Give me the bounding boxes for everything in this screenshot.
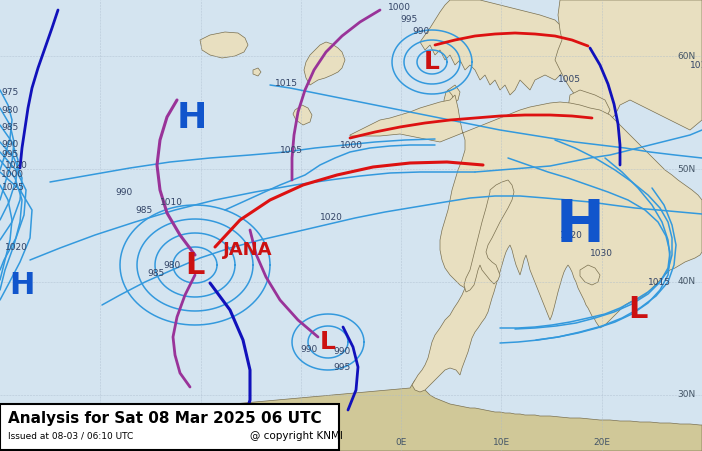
Text: Analysis for Sat 08 Mar 2025 06 UTC: Analysis for Sat 08 Mar 2025 06 UTC bbox=[8, 410, 322, 425]
Text: @ copyright KNMI: @ copyright KNMI bbox=[250, 431, 343, 441]
Text: 1020: 1020 bbox=[5, 243, 28, 252]
Text: H: H bbox=[177, 101, 207, 135]
Text: 1016: 1016 bbox=[690, 61, 702, 70]
Text: 980: 980 bbox=[1, 106, 18, 115]
Text: 990: 990 bbox=[1, 140, 18, 149]
Text: 975: 975 bbox=[1, 88, 18, 97]
Polygon shape bbox=[444, 90, 458, 122]
Polygon shape bbox=[0, 380, 702, 451]
Text: 990: 990 bbox=[300, 345, 317, 354]
FancyBboxPatch shape bbox=[0, 404, 339, 450]
Polygon shape bbox=[555, 0, 702, 130]
Text: L: L bbox=[424, 50, 440, 74]
Text: 995: 995 bbox=[400, 15, 417, 24]
Polygon shape bbox=[464, 180, 514, 292]
Text: 1020: 1020 bbox=[5, 161, 28, 170]
Text: 1025: 1025 bbox=[2, 183, 25, 192]
Text: H: H bbox=[555, 197, 604, 253]
Text: 20E: 20E bbox=[593, 438, 610, 447]
Polygon shape bbox=[253, 68, 261, 76]
Text: L: L bbox=[628, 295, 648, 325]
Text: 1010: 1010 bbox=[160, 198, 183, 207]
Text: Issued at 08-03 / 06:10 UTC: Issued at 08-03 / 06:10 UTC bbox=[8, 432, 133, 441]
Text: 0E: 0E bbox=[395, 438, 407, 447]
Text: 985: 985 bbox=[147, 269, 164, 278]
Text: 985: 985 bbox=[1, 123, 18, 132]
Polygon shape bbox=[304, 42, 345, 85]
Polygon shape bbox=[568, 90, 610, 125]
Polygon shape bbox=[420, 0, 575, 95]
Text: 1020: 1020 bbox=[560, 231, 583, 240]
Text: 1000: 1000 bbox=[340, 141, 363, 150]
Text: 985: 985 bbox=[135, 206, 152, 215]
Polygon shape bbox=[580, 265, 600, 285]
Text: 990: 990 bbox=[115, 188, 132, 197]
Text: 1020: 1020 bbox=[320, 213, 343, 222]
Text: 30N: 30N bbox=[677, 390, 696, 399]
Polygon shape bbox=[445, 85, 460, 105]
Text: 1015: 1015 bbox=[648, 278, 671, 287]
Polygon shape bbox=[350, 95, 702, 392]
Text: 10E: 10E bbox=[493, 438, 510, 447]
Text: 995: 995 bbox=[1, 150, 18, 159]
Text: 60N: 60N bbox=[677, 52, 696, 61]
Text: 995: 995 bbox=[333, 363, 350, 372]
Text: 1015: 1015 bbox=[275, 79, 298, 88]
Text: 10W: 10W bbox=[291, 438, 311, 447]
Text: 990: 990 bbox=[412, 27, 429, 36]
Text: 1005: 1005 bbox=[280, 146, 303, 155]
Text: L: L bbox=[185, 250, 205, 280]
Text: 1005: 1005 bbox=[558, 75, 581, 84]
Text: 990: 990 bbox=[333, 347, 350, 356]
Text: 40N: 40N bbox=[678, 277, 696, 286]
Text: 1000: 1000 bbox=[1, 170, 24, 179]
Text: 1030: 1030 bbox=[590, 249, 613, 258]
Text: 50N: 50N bbox=[677, 165, 696, 174]
Text: 30W: 30W bbox=[90, 438, 110, 447]
Text: 980: 980 bbox=[164, 261, 180, 270]
Text: L: L bbox=[320, 330, 336, 354]
Text: JANA: JANA bbox=[223, 241, 272, 259]
Polygon shape bbox=[293, 105, 312, 125]
Polygon shape bbox=[200, 32, 248, 58]
Text: 20W: 20W bbox=[190, 438, 211, 447]
Text: 1000: 1000 bbox=[388, 3, 411, 12]
Text: H: H bbox=[9, 271, 34, 299]
